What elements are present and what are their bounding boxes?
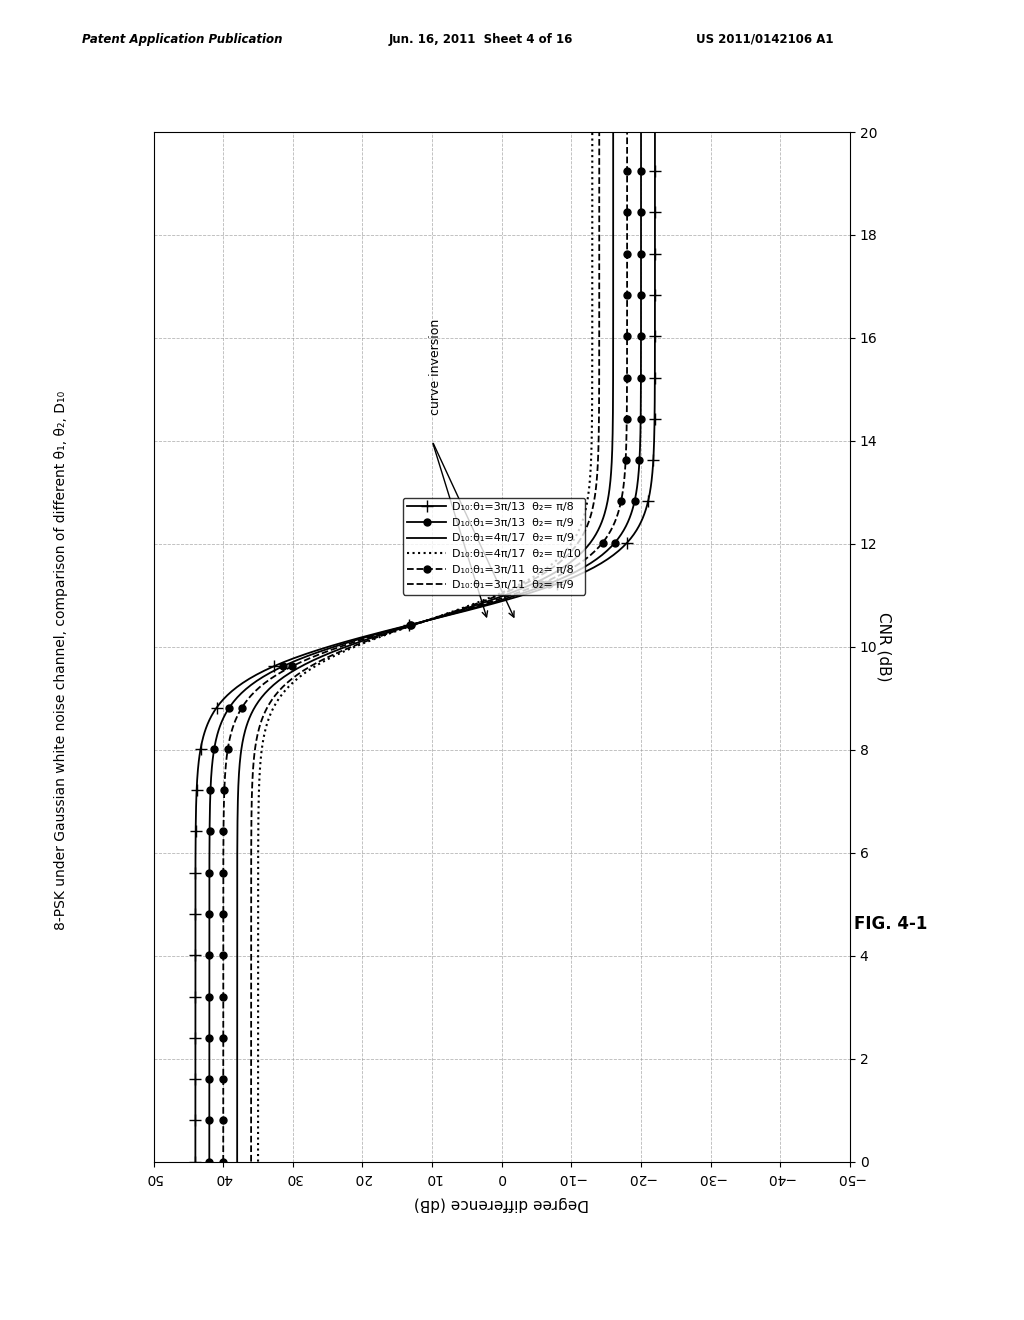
Text: curve inversion: curve inversion [429, 319, 441, 416]
Text: US 2011/0142106 A1: US 2011/0142106 A1 [696, 33, 834, 46]
X-axis label: Degree difference (dB): Degree difference (dB) [414, 1196, 590, 1212]
Text: 8-PSK under Gaussian white noise channel, comparison of different θ₁, θ₂, D₁₀: 8-PSK under Gaussian white noise channel… [54, 391, 69, 929]
Text: FIG. 4-1: FIG. 4-1 [854, 915, 928, 933]
Legend: D₁₀:θ₁=3π/13  θ₂= π/8, D₁₀:θ₁=3π/13  θ₂= π/9, D₁₀:θ₁=4π/17  θ₂= π/9, D₁₀:θ₁=4π/1: D₁₀:θ₁=3π/13 θ₂= π/8, D₁₀:θ₁=3π/13 θ₂= π… [402, 498, 585, 594]
Y-axis label: CNR (dB): CNR (dB) [877, 612, 891, 681]
Text: Patent Application Publication: Patent Application Publication [82, 33, 283, 46]
Text: Jun. 16, 2011  Sheet 4 of 16: Jun. 16, 2011 Sheet 4 of 16 [389, 33, 573, 46]
